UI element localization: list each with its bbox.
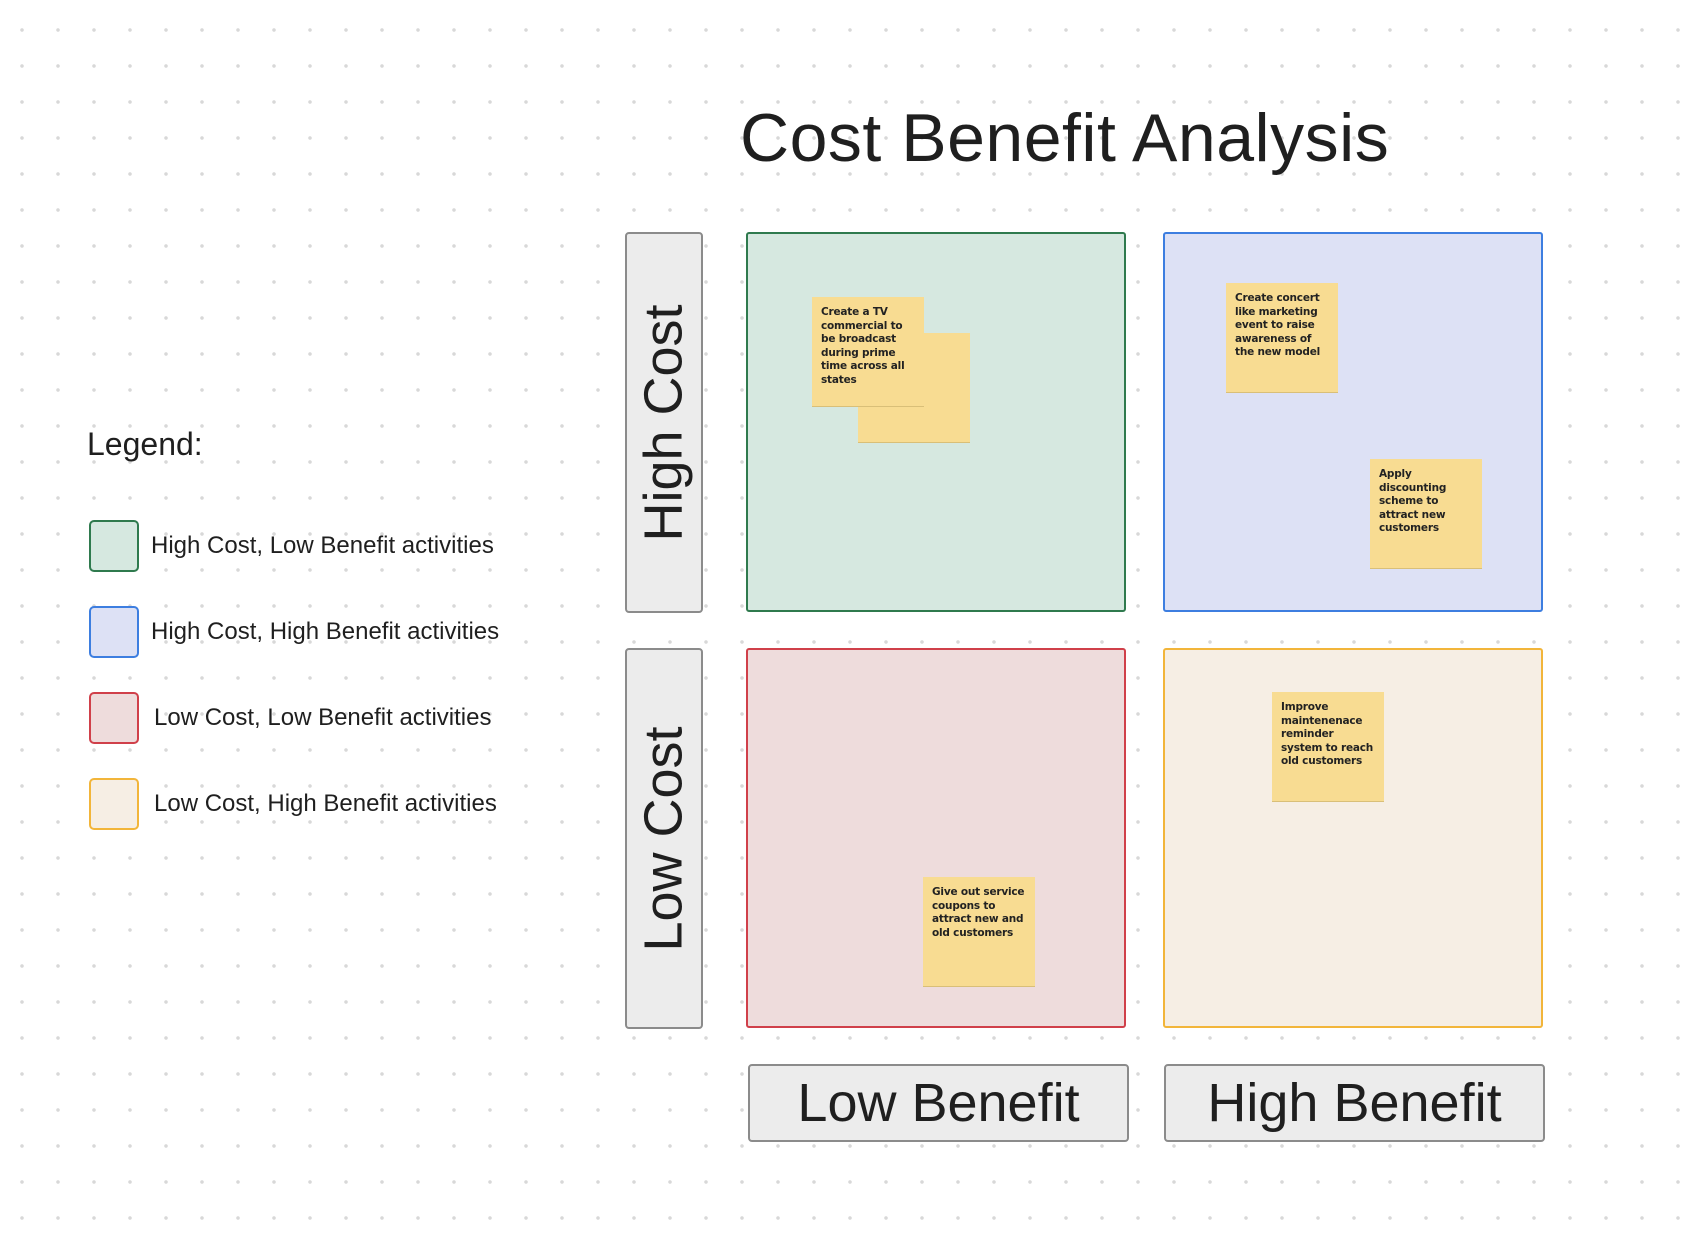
axis-text-low-benefit: Low Benefit [797,1073,1080,1133]
legend-swatch-blue [89,606,139,658]
legend-swatch-yellow [89,778,139,830]
legend-swatch-red [89,692,139,744]
legend-item-low-cost-high-benefit: Low Cost, High Benefit activities [87,778,567,834]
axis-label-high-cost[interactable]: High Cost [625,232,703,613]
legend-label: Low Cost, Low Benefit activities [154,704,492,731]
sticky-note[interactable]: Create a TV commercial to be broadcast d… [812,297,924,407]
legend-label: High Cost, Low Benefit activities [151,532,494,559]
quadrant-low-cost-high-benefit[interactable]: Improve maintenenace reminder system to … [1163,648,1543,1028]
axis-text-high-benefit: High Benefit [1207,1073,1502,1133]
axis-text-low-cost: Low Cost [634,725,695,952]
sticky-note[interactable]: Give out service coupons to attract new … [923,877,1035,987]
quadrant-low-cost-low-benefit[interactable]: Give out service coupons to attract new … [746,648,1126,1028]
quadrant-high-cost-high-benefit[interactable]: Create concert like marketing event to r… [1163,232,1543,612]
sticky-note[interactable]: Apply discounting scheme to attract new … [1370,459,1482,569]
quadrant-high-cost-low-benefit[interactable]: Create a TV commercial to be broadcast d… [746,232,1126,612]
sticky-note[interactable]: Create concert like marketing event to r… [1226,283,1338,393]
board-title: Cost Benefit Analysis [740,100,1390,176]
axis-label-high-benefit[interactable]: High Benefit [1164,1064,1545,1142]
sticky-note[interactable]: Improve maintenenace reminder system to … [1272,692,1384,802]
axis-label-low-cost[interactable]: Low Cost [625,648,703,1029]
legend-label: High Cost, High Benefit activities [151,618,500,645]
axis-label-low-benefit[interactable]: Low Benefit [748,1064,1129,1142]
legend-item-low-cost-low-benefit: Low Cost, Low Benefit activities [87,692,567,748]
axis-text-high-cost: High Cost [634,303,694,542]
legend-item-high-cost-high-benefit: High Cost, High Benefit activities [87,606,567,662]
legend-swatch-green [89,520,139,572]
legend-item-high-cost-low-benefit: High Cost, Low Benefit activities [87,520,567,576]
legend-title: Legend: [87,426,203,462]
legend-label: Low Cost, High Benefit activities [154,790,497,817]
